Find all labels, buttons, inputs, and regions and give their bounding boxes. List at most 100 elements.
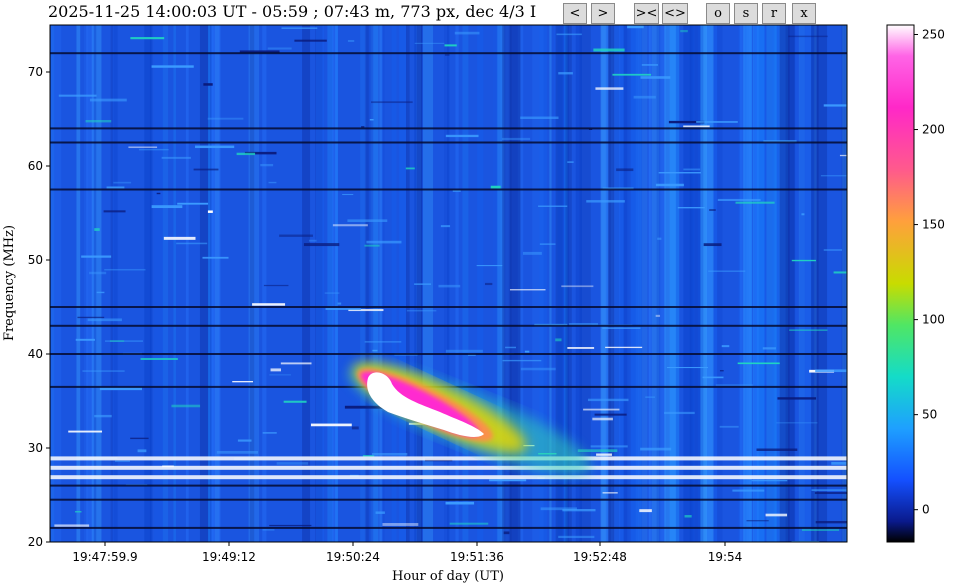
colorbar-tick-label: 50: [922, 408, 937, 422]
y-tick-label: 70: [28, 65, 43, 79]
texture-speckle: [371, 101, 413, 104]
r-button[interactable]: r: [762, 3, 786, 24]
texture-column: [811, 25, 819, 542]
texture-speckle: [260, 163, 274, 167]
texture-speckle: [789, 329, 828, 331]
texture-speckle: [262, 529, 275, 531]
texture-speckle: [237, 439, 252, 442]
x-tick-label: 19:51:36: [450, 550, 504, 564]
texture-column: [659, 25, 666, 542]
texture-speckle: [85, 120, 112, 123]
texture-column: [199, 25, 212, 542]
texture-column: [705, 25, 713, 542]
texture-speckle: [709, 209, 716, 211]
texture-speckle: [444, 44, 457, 47]
interference-band: [50, 127, 847, 130]
texture-speckle: [489, 479, 527, 482]
o-button[interactable]: o: [706, 3, 730, 24]
texture-speckle: [207, 117, 244, 120]
texture-column: [554, 25, 565, 542]
texture-speckle: [113, 181, 132, 184]
texture-speckle: [751, 480, 788, 482]
x-tick-label: 19:54: [708, 550, 743, 564]
texture-speckle: [814, 492, 847, 495]
texture-speckle: [75, 338, 95, 341]
texture-speckle: [562, 508, 596, 512]
texture-speckle: [717, 198, 761, 202]
texture-speckle: [823, 249, 843, 251]
texture-speckle: [762, 347, 776, 350]
texture-speckle: [347, 40, 355, 42]
texture-speckle: [163, 236, 196, 240]
texture-speckle: [522, 251, 542, 255]
texture-column: [623, 25, 628, 542]
texture-speckle: [203, 83, 213, 86]
texture-column: [211, 25, 221, 542]
prev-button[interactable]: <: [563, 3, 587, 24]
texture-column: [405, 25, 410, 542]
texture-speckle: [68, 430, 103, 433]
texture-speckle: [445, 349, 483, 353]
texture-column: [843, 25, 847, 542]
texture-column: [370, 25, 382, 542]
texture-speckle: [342, 193, 354, 196]
texture-speckle: [520, 116, 559, 119]
texture-speckle: [586, 200, 625, 203]
texture-column: [608, 25, 615, 542]
texture-column: [799, 25, 811, 542]
texture-speckle: [369, 119, 374, 121]
texture-column: [497, 25, 505, 542]
texture-speckle: [406, 310, 437, 312]
texture-speckle: [283, 400, 307, 403]
texture-column: [248, 25, 260, 542]
texture-column: [779, 25, 790, 542]
texture-speckle: [756, 448, 798, 451]
texture-speckle: [371, 452, 408, 456]
texture-speckle: [89, 98, 127, 102]
x-button[interactable]: x: [792, 3, 816, 24]
texture-speckle: [232, 381, 254, 383]
texture-speckle: [505, 346, 517, 349]
texture-speckle: [719, 370, 724, 372]
interference-band: [50, 484, 847, 487]
texture-speckle: [776, 422, 818, 424]
texture-speckle: [324, 292, 340, 294]
zoom-out-button[interactable]: <>: [662, 3, 688, 24]
next-button[interactable]: >: [591, 3, 615, 24]
texture-column: [609, 25, 620, 542]
texture-column: [629, 25, 641, 542]
texture-speckle: [103, 210, 126, 213]
texture-speckle: [612, 73, 652, 76]
texture-speckle: [765, 513, 788, 517]
texture-column: [154, 25, 164, 542]
texture-column: [477, 25, 484, 542]
texture-column: [742, 25, 746, 542]
s-button[interactable]: s: [734, 3, 758, 24]
texture-speckle: [82, 370, 125, 372]
texture-speckle: [128, 146, 158, 149]
texture-speckle: [558, 72, 573, 75]
texture-column: [379, 25, 383, 542]
texture-speckle: [405, 167, 415, 170]
interference-band: [50, 306, 847, 308]
texture-speckle: [262, 432, 277, 434]
texture-speckle: [195, 145, 235, 149]
texture-speckle: [732, 489, 765, 492]
texture-speckle: [332, 224, 368, 227]
texture-speckle: [645, 396, 655, 398]
texture-speckle: [303, 243, 340, 247]
texture-speckle: [216, 450, 258, 454]
colorbar-tick-label: 0: [922, 503, 930, 517]
texture-speckle: [602, 491, 618, 494]
texture-speckle: [99, 387, 142, 391]
texture-column: [656, 25, 662, 542]
texture-speckle: [414, 42, 445, 44]
zoom-in-button[interactable]: ><: [634, 3, 659, 24]
texture-column: [327, 25, 334, 542]
texture-column: [493, 25, 501, 542]
texture-speckle: [556, 33, 582, 36]
texture-speckle: [502, 359, 542, 362]
texture-speckle: [538, 205, 568, 207]
texture-column: [76, 25, 81, 542]
radio-burst: [349, 363, 591, 476]
